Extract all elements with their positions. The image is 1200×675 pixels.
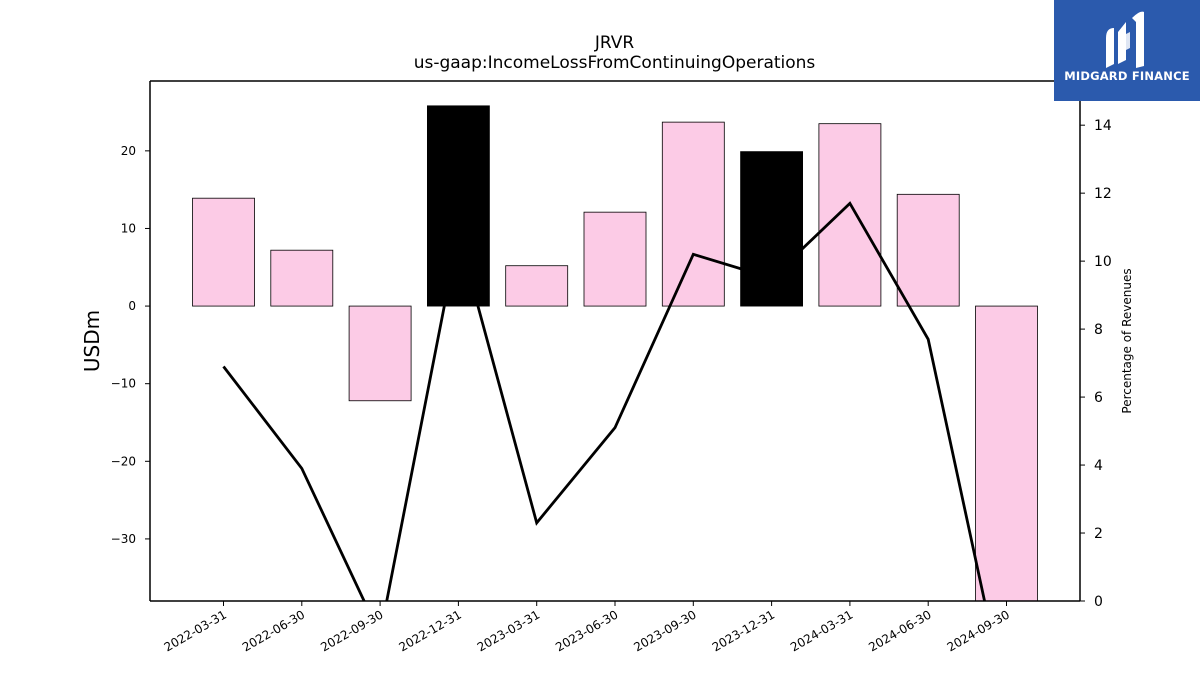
y-axis-label-right: Percentage of Revenues [1120,268,1134,413]
y-tick-label-left: −20 [111,454,136,468]
x-tick-label: 2022-09-30 [318,607,385,654]
brand-logo: MIDGARD FINANCE [1054,0,1200,101]
x-tick-label: 2023-12-31 [710,607,777,654]
x-tick-label: 2022-12-31 [396,607,463,654]
y-tick-label-left: 0 [128,299,136,313]
x-tick-label: 2023-03-31 [475,607,542,654]
x-tick-label: 2022-06-30 [240,607,307,654]
y-tick-label-right: 0 [1094,594,1103,610]
y-tick-label-left: −10 [111,377,136,391]
y-tick-label-right: 6 [1094,390,1103,406]
bar [818,123,882,307]
series-line [222,201,986,601]
y-tick-label-left: 20 [121,144,136,158]
bar [192,197,255,307]
y-tick-label-right: 4 [1094,458,1103,474]
y-tick-label-right: 14 [1094,118,1112,134]
y-tick-label-left: 10 [121,221,136,235]
bar [740,151,803,307]
y-tick-label-left: −30 [111,532,136,546]
chart-title: JRVR [594,33,635,53]
y-tick-label-right: 10 [1094,254,1112,270]
y-tick-label-right: 2 [1094,526,1103,542]
bar [661,121,725,307]
y-tick-label-right: 8 [1094,322,1103,338]
chart-subtitle: us-gaap:IncomeLossFromContinuingOperatio… [414,53,816,73]
x-tick-label: 2023-09-30 [631,607,698,654]
bar [896,193,960,307]
logo-mark-icon [1106,11,1144,68]
x-tick-label: 2022-03-31 [162,607,229,654]
x-tick-label: 2023-06-30 [553,607,620,654]
bar [270,249,334,307]
logo-text: MIDGARD FINANCE [1064,69,1190,83]
bar [975,305,1038,601]
bar [505,265,569,307]
x-tick-label: 2024-03-31 [788,607,855,654]
y-tick-label-right: 12 [1094,186,1112,202]
bars [192,105,1038,601]
y-axis-label-left: USDm [80,310,104,372]
bar [426,105,490,307]
bar [583,211,647,307]
x-tick-label: 2024-06-30 [866,607,933,654]
bar [348,305,412,402]
x-tick-label: 2024-09-30 [945,607,1012,654]
line-series [222,201,986,601]
